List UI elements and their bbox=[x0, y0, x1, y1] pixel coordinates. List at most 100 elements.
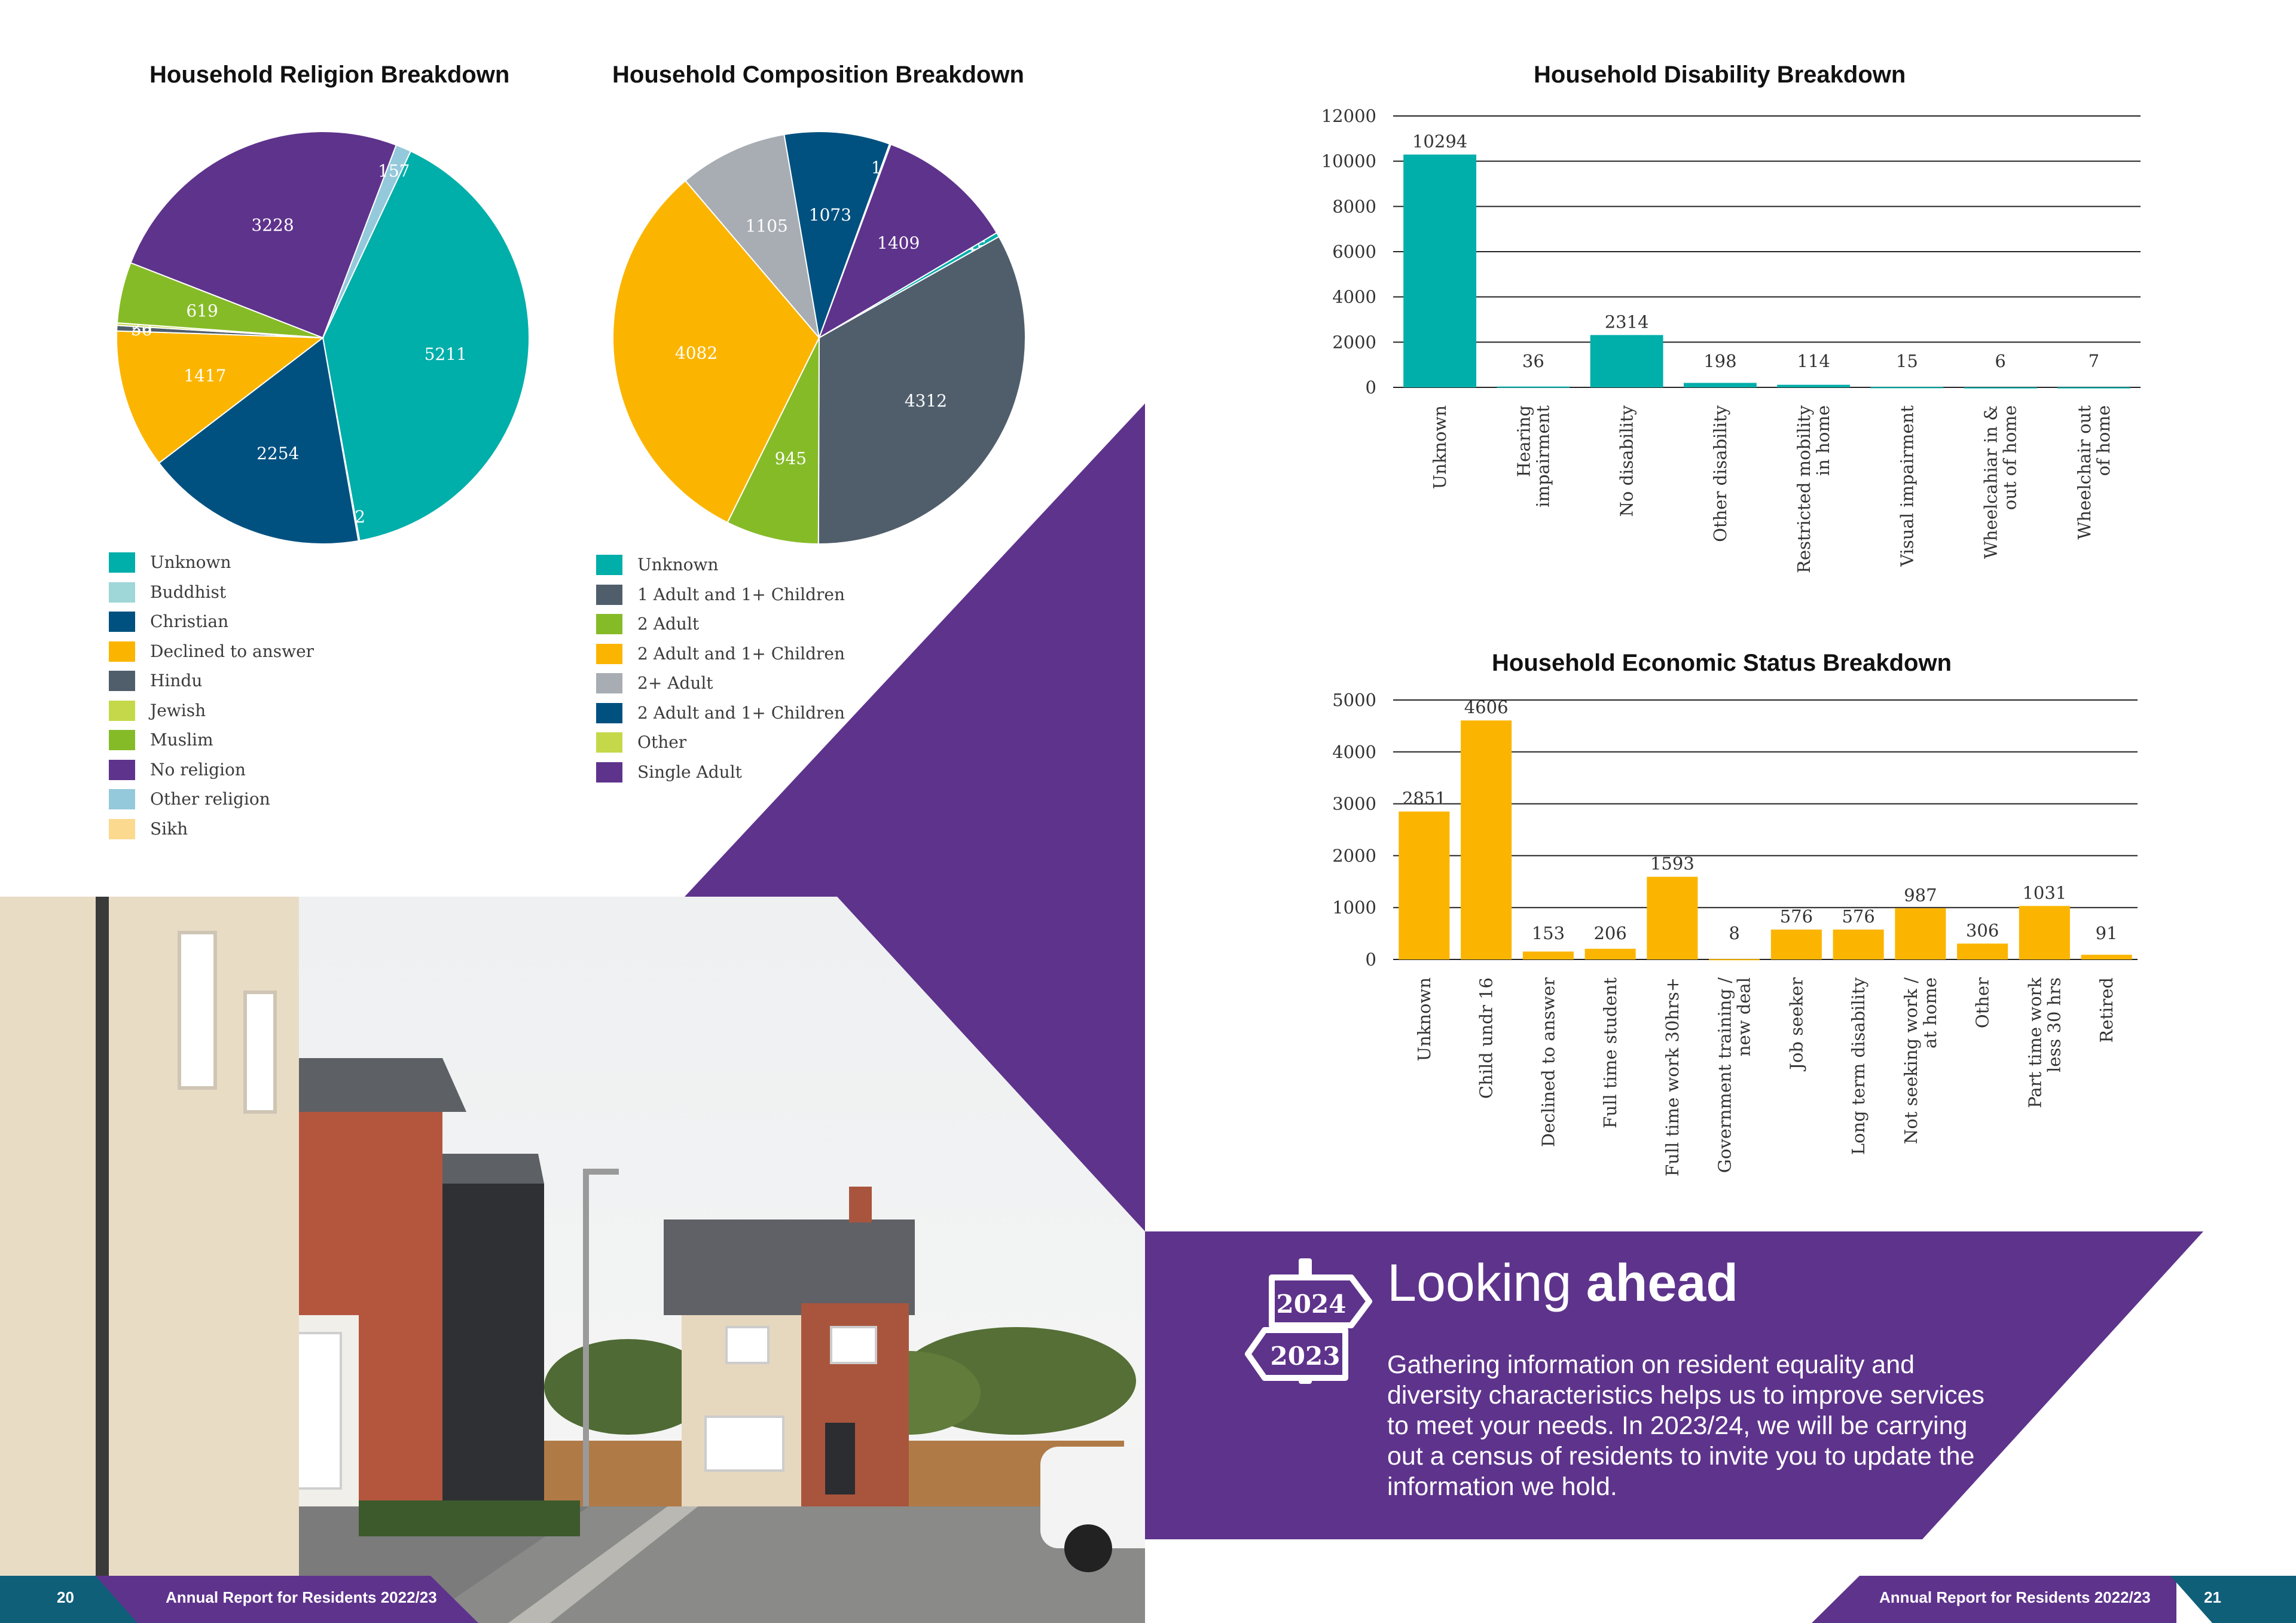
disability-bar-0 bbox=[1403, 154, 1477, 387]
religion-legend-label-3: Declined to answer bbox=[150, 641, 315, 661]
economic-category-label-1: Child undr 16 bbox=[1476, 977, 1497, 1099]
disability-value-label-4: 114 bbox=[1797, 351, 1830, 371]
religion-legend-swatch-0 bbox=[109, 552, 135, 573]
disability-ytick-2: 4000 bbox=[1332, 287, 1376, 307]
disability-bar-1 bbox=[1497, 386, 1570, 388]
economic-bar-0 bbox=[1399, 811, 1450, 959]
left-footer-text: Annual Report for Residents 2022/23 bbox=[166, 1588, 437, 1606]
economic-value-label-4: 1593 bbox=[1650, 854, 1694, 874]
left-page-number: 20 bbox=[57, 1588, 74, 1606]
religion-legend-label-6: Muslim bbox=[150, 730, 213, 750]
religion-slice-label-6: 619 bbox=[186, 301, 218, 320]
economic-ytick-1: 1000 bbox=[1332, 897, 1376, 918]
religion-chart-title: Household Religion Breakdown bbox=[149, 62, 510, 88]
composition-slice-5 bbox=[783, 131, 891, 340]
religion-pie-chart: 5211122254141756256193228157 bbox=[116, 131, 530, 545]
economic-bar-11 bbox=[2081, 955, 2132, 959]
economic-value-label-9: 306 bbox=[1966, 920, 1999, 940]
composition-slice-label-5: 1073 bbox=[809, 205, 851, 225]
composition-legend-swatch-5 bbox=[596, 702, 622, 723]
economic-category-label-11: Retired bbox=[2096, 977, 2117, 1043]
religion-slice-label-8: 157 bbox=[378, 161, 410, 181]
disability-chart-title: Household Disability Breakdown bbox=[1534, 62, 1906, 88]
economic-bar-3 bbox=[1584, 949, 1636, 959]
economic-category-label-4: Full time work 30hrs+ bbox=[1662, 977, 1683, 1176]
disability-bar-5 bbox=[1870, 387, 1944, 389]
religion-legend-label-9: Sikh bbox=[150, 818, 188, 839]
economic-category-label-8: Not seeking work /at home bbox=[1901, 977, 1940, 1144]
disability-category-label-1: Hearingimpairment bbox=[1513, 405, 1553, 508]
disability-bar-2 bbox=[1590, 335, 1663, 387]
economic-chart-title: Household Economic Status Breakdown bbox=[1492, 650, 1952, 676]
disability-ytick-6: 12000 bbox=[1321, 106, 1376, 126]
disability-bar-4 bbox=[1777, 384, 1851, 387]
religion-legend-swatch-9 bbox=[109, 818, 135, 839]
economic-category-label-6: Job seeker bbox=[1786, 977, 1806, 1072]
religion-slice-7 bbox=[130, 131, 398, 339]
disability-category-label-5: Visual impairment bbox=[1897, 405, 1917, 567]
economic-value-label-10: 1031 bbox=[2022, 883, 2066, 903]
religion-legend-label-2: Christian bbox=[150, 612, 229, 631]
economic-value-label-5: 8 bbox=[1729, 923, 1739, 943]
religion-legend-label-5: Jewish bbox=[150, 700, 206, 720]
disability-bar-6 bbox=[1964, 387, 2037, 389]
composition-slice-label-4: 1105 bbox=[746, 216, 788, 236]
religion-slice-8 bbox=[322, 144, 412, 338]
disability-value-label-5: 15 bbox=[1896, 351, 1918, 371]
disability-ytick-1: 2000 bbox=[1332, 332, 1376, 352]
right-page-number: 21 bbox=[2204, 1588, 2221, 1606]
disability-value-label-2: 2314 bbox=[1605, 311, 1649, 332]
disability-value-label-1: 36 bbox=[1522, 351, 1544, 371]
composition-legend-label-1: 1 Adult and 1+ Children bbox=[637, 584, 845, 604]
economic-bar-6 bbox=[1770, 930, 1822, 959]
economic-value-label-7: 576 bbox=[1842, 906, 1874, 927]
disability-category-label-6: Wheelcahiar in &out of home bbox=[1981, 405, 2020, 559]
disability-ytick-0: 0 bbox=[1366, 377, 1376, 398]
economic-bar-chart: 0 1000 2000 3000 4000 5000 2851 Unknown 4606 Chil… bbox=[1332, 690, 2138, 1176]
economic-value-label-3: 206 bbox=[1593, 923, 1626, 943]
composition-slice-label-3: 4082 bbox=[675, 343, 718, 363]
composition-chart-title: Household Composition Breakdown bbox=[612, 62, 1024, 88]
composition-pie-chart: 454312945408211051073131409 bbox=[612, 131, 1026, 545]
economic-bar-4 bbox=[1647, 876, 1698, 959]
disability-category-label-7: Wheelchair outof home bbox=[2074, 405, 2114, 540]
disability-value-label-6: 6 bbox=[1995, 351, 2005, 371]
looking-ahead-heading-light: Looking bbox=[1387, 1253, 1572, 1312]
composition-legend-label-3: 2 Adult and 1+ Children bbox=[637, 643, 845, 664]
composition-slice-3 bbox=[612, 179, 820, 524]
composition-legend-swatch-7 bbox=[596, 762, 622, 783]
housing-estate-photo bbox=[0, 897, 1145, 1623]
economic-value-label-6: 576 bbox=[1780, 906, 1813, 927]
religion-slice-0 bbox=[322, 150, 530, 542]
disability-bar-7 bbox=[2057, 387, 2130, 389]
religion-legend-label-8: Other religion bbox=[150, 789, 270, 809]
religion-legend-swatch-8 bbox=[109, 789, 135, 809]
religion-legend-label-1: Buddhist bbox=[150, 582, 227, 602]
economic-bar-2 bbox=[1522, 951, 1574, 959]
economic-bar-9 bbox=[1957, 943, 2008, 959]
religion-slice-label-2: 2254 bbox=[257, 444, 299, 463]
religion-slice-label-3: 1417 bbox=[184, 366, 226, 386]
composition-legend-label-2: 2 Adult bbox=[637, 614, 700, 634]
economic-bar-7 bbox=[1833, 930, 1884, 959]
composition-legend-label-7: Single Adult bbox=[637, 762, 742, 782]
economic-ytick-0: 0 bbox=[1366, 949, 1376, 970]
economic-ytick-5: 5000 bbox=[1332, 690, 1376, 710]
composition-legend-label-5: 2 Adult and 1+ Children bbox=[637, 702, 845, 723]
footer-right-band bbox=[1812, 1576, 2296, 1623]
religion-legend-swatch-2 bbox=[109, 612, 135, 632]
looking-ahead-heading: Looking ahead bbox=[1387, 1252, 1738, 1313]
religion-slice-label-0: 5211 bbox=[425, 344, 467, 364]
looking-ahead-body: Gathering information on resident equali… bbox=[1387, 1350, 1984, 1501]
economic-category-label-10: Part time workless 30 hrs bbox=[2025, 977, 2064, 1108]
looking-ahead-heading-bold: ahead bbox=[1586, 1253, 1739, 1312]
religion-legend-swatch-4 bbox=[109, 671, 135, 691]
economic-ytick-3: 3000 bbox=[1332, 794, 1376, 814]
composition-legend-label-4: 2+ Adult bbox=[637, 673, 713, 693]
economic-category-label-2: Declined to answer bbox=[1538, 977, 1558, 1147]
composition-legend-swatch-2 bbox=[596, 614, 622, 634]
composition-legend-swatch-1 bbox=[596, 584, 622, 605]
economic-category-label-3: Full time student bbox=[1600, 977, 1620, 1129]
footer-left-band bbox=[0, 1576, 478, 1623]
composition-legend-swatch-0 bbox=[596, 555, 622, 575]
